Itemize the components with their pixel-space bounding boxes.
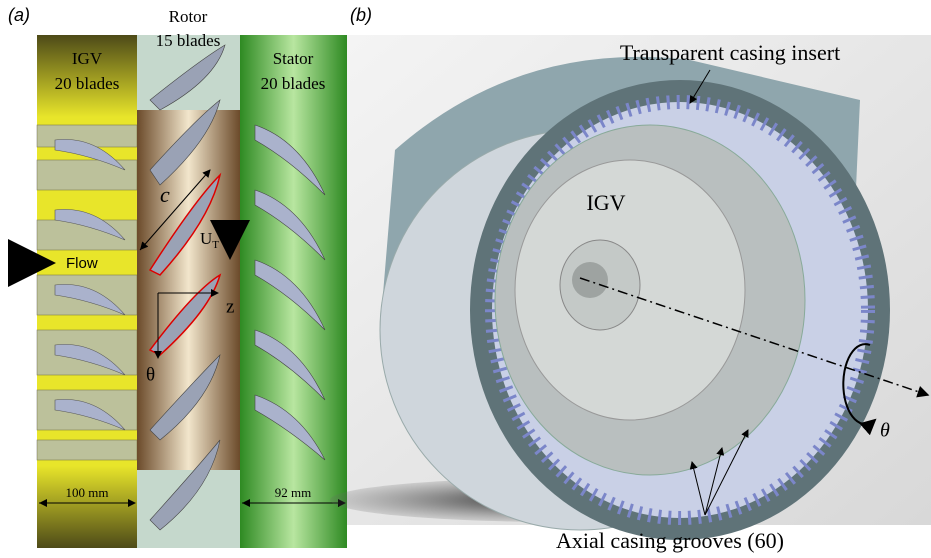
stator-title: Stator <box>273 49 314 68</box>
flow-label: Flow <box>66 255 98 272</box>
igv-count: 20 blades <box>55 74 120 93</box>
page: (a) IGV 20 blades Rotor 15 blades Stator… <box>0 0 931 558</box>
theta-label: θ <box>146 364 155 385</box>
panel-label: (b) <box>350 5 372 25</box>
chord-label: c <box>160 182 170 207</box>
stator-count: 20 blades <box>261 74 326 93</box>
rotor-title: Rotor <box>169 7 208 26</box>
panel-label: (a) <box>8 5 30 25</box>
rotor-count: 15 blades <box>156 31 221 50</box>
shaft-bore <box>572 262 608 298</box>
igv-label: IGV <box>586 190 625 215</box>
stator-width: 92 mm <box>275 485 311 500</box>
grooves-label: Axial casing grooves (60) <box>556 528 784 553</box>
igv-blades <box>37 125 137 460</box>
casing-label: Transparent casing insert <box>620 40 840 65</box>
igv-title: IGV <box>72 49 103 68</box>
z-label: z <box>226 296 234 317</box>
velocity-subscript: T <box>212 239 219 251</box>
rotation-label: θ <box>880 420 890 442</box>
velocity-symbol: U <box>200 229 212 248</box>
igv-width: 100 mm <box>66 485 109 500</box>
figure: (a) IGV 20 blades Rotor 15 blades Stator… <box>0 0 931 558</box>
